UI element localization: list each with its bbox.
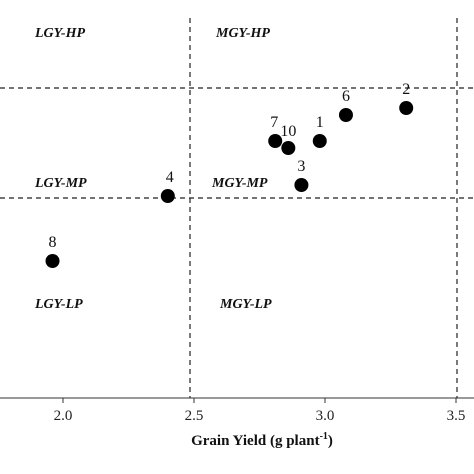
x-axis-label-main: Grain Yield (g plant — [191, 433, 319, 449]
data-point-label-7: 7 — [270, 114, 278, 131]
data-point-label-6: 6 — [342, 88, 350, 105]
data-point-label-1: 1 — [316, 114, 324, 131]
data-point-3 — [294, 178, 309, 192]
data-point-label-3: 3 — [297, 158, 305, 175]
data-point-6 — [338, 108, 353, 122]
data-point-10 — [281, 141, 296, 155]
x-axis-label-suffix: ) — [328, 433, 333, 449]
data-point-1 — [312, 134, 327, 148]
data-point-2 — [399, 101, 414, 115]
x-tick-label: 2.0 — [54, 408, 73, 424]
x-axis-ticks: 2.0 2.5 3.0 3.5 — [54, 398, 466, 424]
quadrant-label-lgy-mp: LGY-MP — [34, 176, 87, 191]
x-axis-label: Grain Yield (g plant-1) — [191, 431, 333, 449]
data-point-8 — [45, 254, 60, 268]
data-point-label-4: 4 — [166, 169, 174, 186]
quadrant-label-lgy-lp: LGY-LP — [34, 297, 83, 312]
data-point-label-10: 10 — [280, 123, 296, 140]
quadrant-label-mgy-mp: MGY-MP — [211, 176, 268, 191]
data-points: 2 6 710 1 3 4 8 — [45, 81, 414, 268]
reference-lines — [0, 18, 474, 398]
quadrant-label-mgy-lp: MGY-LP — [219, 297, 272, 312]
x-tick-label: 3.0 — [316, 408, 335, 424]
data-point-label-2: 2 — [402, 81, 410, 98]
x-tick-label: 2.5 — [185, 408, 204, 424]
quadrant-label-mgy-hp: MGY-HP — [215, 26, 270, 41]
x-axis-label-superscript: -1 — [320, 431, 328, 442]
x-tick-label: 3.5 — [447, 408, 466, 424]
data-point-7 — [268, 134, 283, 148]
data-point-4 — [160, 189, 175, 203]
quadrant-label-lgy-hp: LGY-HP — [34, 26, 85, 41]
data-point-label-8: 8 — [49, 234, 57, 251]
